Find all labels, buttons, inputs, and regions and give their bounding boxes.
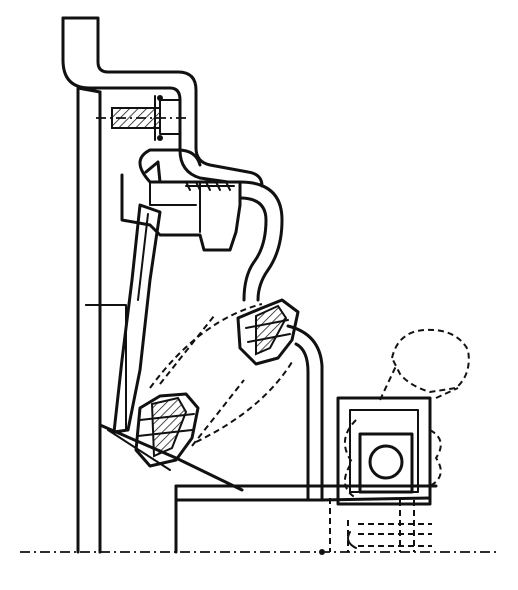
housing-left-wall	[76, 86, 127, 554]
cam-alt-position	[379, 328, 470, 401]
actuating-lever	[112, 203, 162, 434]
lower-ball-joint	[134, 392, 200, 468]
base-centerline	[20, 549, 500, 555]
wedge-slide-block	[98, 423, 438, 554]
connecting-rod-alt-position	[149, 303, 293, 447]
pivot-block	[120, 148, 242, 252]
curved-link-arm	[238, 180, 324, 500]
lower-bracket-alt-position	[329, 498, 432, 552]
upper-hook-lever	[61, 16, 264, 188]
upper-ball-joint	[236, 298, 300, 366]
bearing-housing	[336, 396, 442, 506]
clamp-bolt	[96, 95, 190, 141]
